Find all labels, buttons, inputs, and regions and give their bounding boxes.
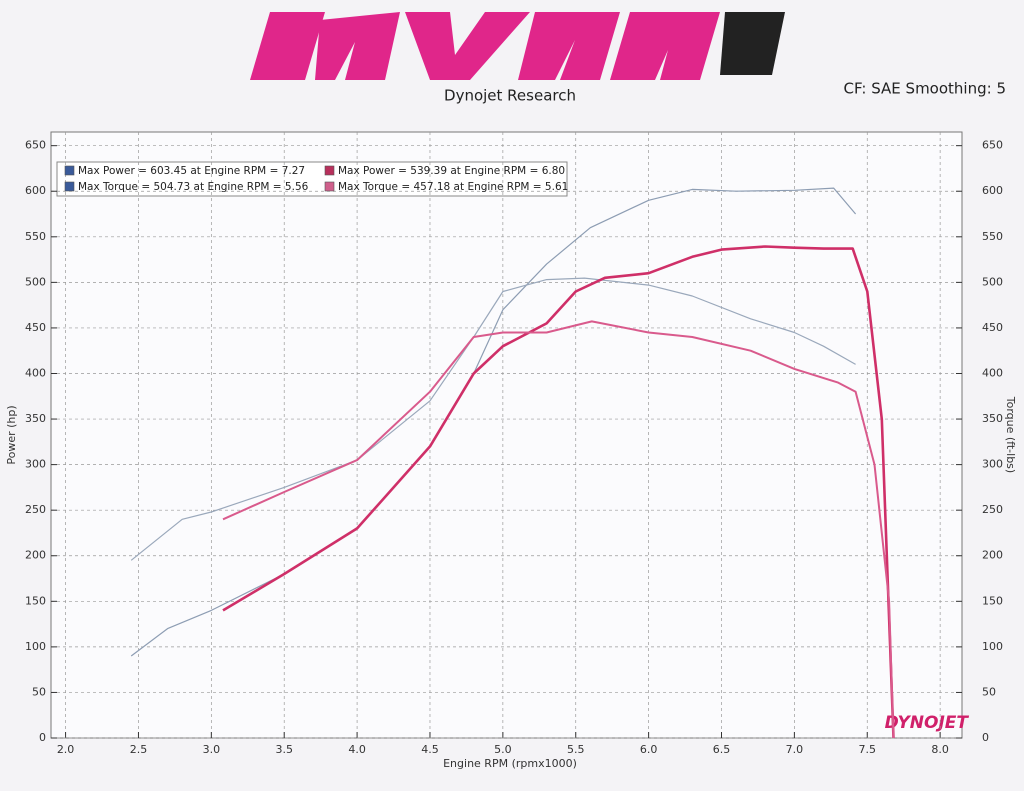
y2-tick-label: 250: [982, 503, 1003, 516]
x-tick-label: 2.0: [57, 743, 75, 756]
y-tick-label: 350: [25, 412, 46, 425]
legend: [56, 161, 568, 197]
series-line: [222, 320, 895, 739]
logo: [250, 12, 785, 80]
y2-tick-label: 550: [982, 230, 1003, 243]
plot-area: [50, 131, 963, 739]
y2-axis-label: Torque (ft-lbs): [1004, 396, 1017, 473]
header-settings: CF: SAE Smoothing: 5: [843, 80, 1006, 98]
x-tick-label: 6.5: [713, 743, 731, 756]
legend-swatch: [324, 165, 335, 176]
watermark: DYNOJET: [885, 713, 970, 733]
y-tick-label: 300: [25, 458, 46, 471]
y-axis-label: Power (hp): [5, 405, 18, 464]
y-tick-label: 50: [32, 685, 46, 698]
y2-tick-label: 0: [982, 731, 989, 744]
y-tick-label: 0: [39, 731, 46, 744]
y2-tick-label: 650: [982, 139, 1003, 152]
legend-swatch: [64, 181, 75, 192]
x-tick-label: 5.0: [494, 743, 512, 756]
x-tick-label: 7.5: [859, 743, 877, 756]
x-tick-label: 3.0: [203, 743, 221, 756]
y-tick-label: 150: [25, 594, 46, 607]
legend-swatch: [324, 181, 335, 192]
series-line: [130, 187, 857, 657]
y2-tick-label: 600: [982, 184, 1003, 197]
legend-text: Max Power = 539.39 at Engine RPM = 6.80: [338, 165, 565, 177]
y-tick-label: 500: [25, 275, 46, 288]
x-tick-label: 8.0: [931, 743, 949, 756]
x-tick-label: 7.0: [786, 743, 804, 756]
y2-tick-label: 150: [982, 594, 1003, 607]
x-axis-label: Engine RPM (rpmx1000): [443, 757, 577, 770]
y-tick-label: 600: [25, 184, 46, 197]
x-tick-label: 3.5: [275, 743, 293, 756]
y2-tick-label: 100: [982, 640, 1003, 653]
y2-tick-label: 50: [982, 685, 996, 698]
y-tick-label: 100: [25, 640, 46, 653]
legend-text: Max Torque = 457.18 at Engine RPM = 5.61: [338, 181, 568, 193]
y-tick-label: 450: [25, 321, 46, 334]
legend-text: Max Torque = 504.73 at Engine RPM = 5.56: [78, 181, 309, 193]
y2-tick-label: 450: [982, 321, 1003, 334]
header-title: Dynojet Research: [444, 87, 576, 105]
y-tick-label: 550: [25, 230, 46, 243]
legend-swatch: [64, 165, 75, 176]
series-line: [222, 245, 895, 739]
legend-text: Max Power = 603.45 at Engine RPM = 7.27: [78, 165, 305, 177]
y-tick-label: 200: [25, 549, 46, 562]
x-tick-label: 5.5: [567, 743, 585, 756]
y2-tick-label: 500: [982, 275, 1003, 288]
y-tick-label: 400: [25, 366, 46, 379]
y2-tick-label: 300: [982, 458, 1003, 471]
y2-tick-label: 200: [982, 549, 1003, 562]
x-tick-label: 4.5: [421, 743, 439, 756]
x-tick-label: 4.0: [348, 743, 366, 756]
y2-tick-label: 350: [982, 412, 1003, 425]
x-tick-label: 6.0: [640, 743, 658, 756]
x-tick-label: 2.5: [130, 743, 148, 756]
y2-tick-label: 400: [982, 366, 1003, 379]
y-tick-label: 650: [25, 139, 46, 152]
y-tick-label: 250: [25, 503, 46, 516]
series-line: [130, 277, 856, 561]
